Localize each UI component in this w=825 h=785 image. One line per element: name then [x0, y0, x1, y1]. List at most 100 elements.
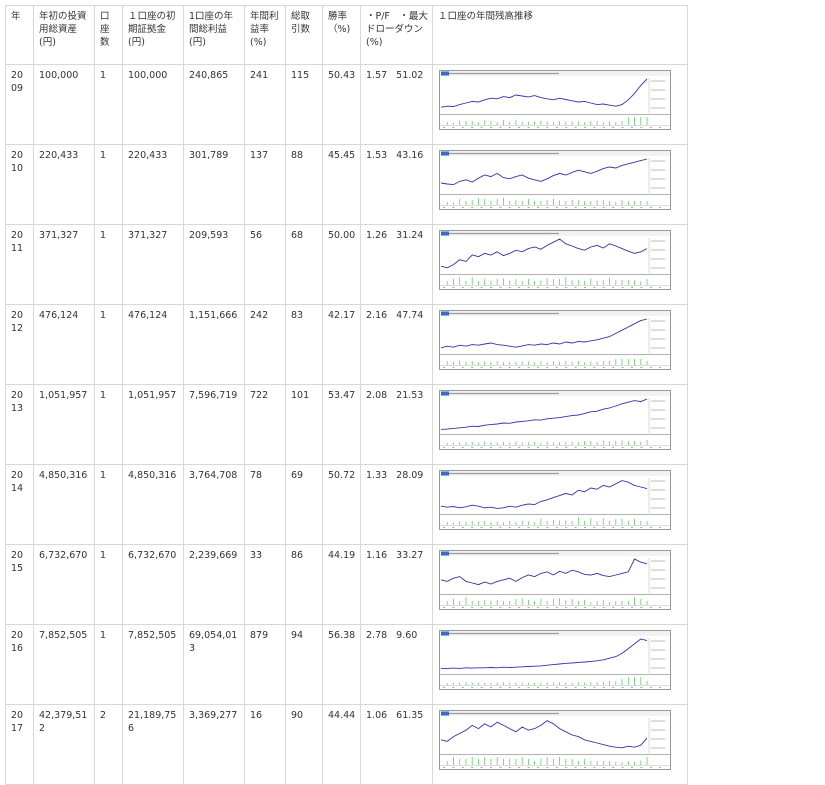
- chart-frame: [439, 230, 671, 290]
- cell-assets: 42,379,512: [33, 704, 95, 785]
- cell-year: 2016: [5, 624, 34, 705]
- cell-win: 50.00: [322, 224, 361, 305]
- chart-frame: [439, 310, 671, 370]
- cell-profit: 209,593: [183, 224, 245, 305]
- dd-value: 43.16: [396, 150, 424, 161]
- cell-pf-dd: 2.78 9.60: [360, 624, 433, 705]
- table-row: 2013 1,051,957 1 1,051,957 7,596,719 722 101 53…: [5, 384, 688, 465]
- cell-pf-dd: 1.57 51.02: [360, 64, 433, 145]
- balance-chart: [439, 310, 671, 370]
- cell-pf-dd: 1.06 61.35: [360, 704, 433, 785]
- chart-title-badge: [441, 391, 449, 396]
- cell-pf-dd: 1.16 33.27: [360, 544, 433, 625]
- cell-accounts: 1: [94, 64, 123, 145]
- cell-rate: 16: [244, 704, 286, 785]
- cell-assets: 476,124: [33, 304, 95, 385]
- pf-value: 1.06: [366, 710, 388, 721]
- cell-balance-chart: [432, 624, 688, 705]
- cell-margin: 100,000: [122, 64, 184, 145]
- cell-margin: 220,433: [122, 144, 184, 225]
- chart-frame: [439, 630, 671, 690]
- chart-frame: [439, 550, 671, 610]
- cell-trades: 115: [285, 64, 323, 145]
- cell-pf-dd: 2.08 21.53: [360, 384, 433, 465]
- cell-trades: 94: [285, 624, 323, 705]
- balance-line: [440, 558, 648, 586]
- cell-assets: 100,000: [33, 64, 95, 145]
- cell-margin: 476,124: [122, 304, 184, 385]
- cell-accounts: 1: [94, 304, 123, 385]
- cell-trades: 69: [285, 464, 323, 545]
- cell-profit: 69,054,013: [183, 624, 245, 705]
- cell-balance-chart: [432, 304, 688, 385]
- table-row: 2014 4,850,316 1 4,850,316 3,764,708 78 69 50.7…: [5, 464, 688, 545]
- cell-year: 2009: [5, 64, 34, 145]
- balance-line: [440, 480, 648, 509]
- balance-line: [440, 238, 648, 269]
- balance-chart: [439, 710, 671, 770]
- table-header-row: 年 年初の投資用総資産(円) 口座数 １口座の初期証拠金(円) 1口座の年間総利…: [5, 5, 688, 65]
- dd-value: 51.02: [396, 70, 424, 81]
- cell-margin: 21,189,756: [122, 704, 184, 785]
- chart-title-badge: [441, 311, 449, 316]
- dd-value: 31.24: [396, 230, 424, 241]
- cell-margin: 7,852,505: [122, 624, 184, 705]
- cell-trades: 101: [285, 384, 323, 465]
- chart-frame: [439, 150, 671, 210]
- cell-rate: 242: [244, 304, 286, 385]
- cell-assets: 220,433: [33, 144, 95, 225]
- cell-margin: 1,051,957: [122, 384, 184, 465]
- balance-chart: [439, 230, 671, 290]
- chart-title-badge: [441, 551, 449, 556]
- cell-profit: 7,596,719: [183, 384, 245, 465]
- cell-accounts: 2: [94, 704, 123, 785]
- cell-rate: 56: [244, 224, 286, 305]
- cell-win: 50.43: [322, 64, 361, 145]
- cell-profit: 1,151,666: [183, 304, 245, 385]
- chart-title-badge: [441, 231, 449, 236]
- pf-value: 1.53: [366, 150, 388, 161]
- balance-chart: [439, 390, 671, 450]
- balance-chart: [439, 150, 671, 210]
- pf-value: 2.16: [366, 310, 388, 321]
- cell-profit: 3,369,277: [183, 704, 245, 785]
- cell-accounts: 1: [94, 464, 123, 545]
- pf-value: 1.26: [366, 230, 388, 241]
- chart-frame: [439, 70, 671, 130]
- cell-pf-dd: 1.33 28.09: [360, 464, 433, 545]
- cell-win: 56.38: [322, 624, 361, 705]
- cell-trades: 90: [285, 704, 323, 785]
- cell-balance-chart: [432, 384, 688, 465]
- table-row: 2010 220,433 1 220,433 301,789 137 88 45.45 1.53…: [5, 144, 688, 225]
- dd-value: 21.53: [396, 390, 424, 401]
- balance-line: [440, 78, 648, 108]
- cell-balance-chart: [432, 544, 688, 625]
- cell-pf-dd: 2.16 47.74: [360, 304, 433, 385]
- header-pf-dd: ・P/F ・最大ドローダウン(%): [360, 5, 433, 65]
- dd-value: 61.35: [396, 710, 424, 721]
- balance-line: [440, 720, 648, 749]
- balance-line: [440, 318, 648, 349]
- dd-value: 9.60: [396, 630, 418, 641]
- balance-line: [440, 398, 648, 430]
- cell-accounts: 1: [94, 224, 123, 305]
- chart-title-badge: [441, 71, 449, 76]
- balance-chart: [439, 550, 671, 610]
- cell-profit: 2,239,669: [183, 544, 245, 625]
- results-table: 年 年初の投資用総資産(円) 口座数 １口座の初期証拠金(円) 1口座の年間総利…: [5, 5, 688, 785]
- cell-assets: 7,852,505: [33, 624, 95, 705]
- cell-balance-chart: [432, 144, 688, 225]
- cell-assets: 6,732,670: [33, 544, 95, 625]
- header-balance-chart: １口座の年間残高推移: [432, 5, 688, 65]
- cell-balance-chart: [432, 704, 688, 785]
- cell-win: 53.47: [322, 384, 361, 465]
- cell-year: 2015: [5, 544, 34, 625]
- cell-year: 2011: [5, 224, 34, 305]
- cell-year: 2012: [5, 304, 34, 385]
- cell-rate: 33: [244, 544, 286, 625]
- cell-accounts: 1: [94, 624, 123, 705]
- cell-accounts: 1: [94, 144, 123, 225]
- cell-win: 44.44: [322, 704, 361, 785]
- cell-accounts: 1: [94, 384, 123, 465]
- pf-value: 1.57: [366, 70, 388, 81]
